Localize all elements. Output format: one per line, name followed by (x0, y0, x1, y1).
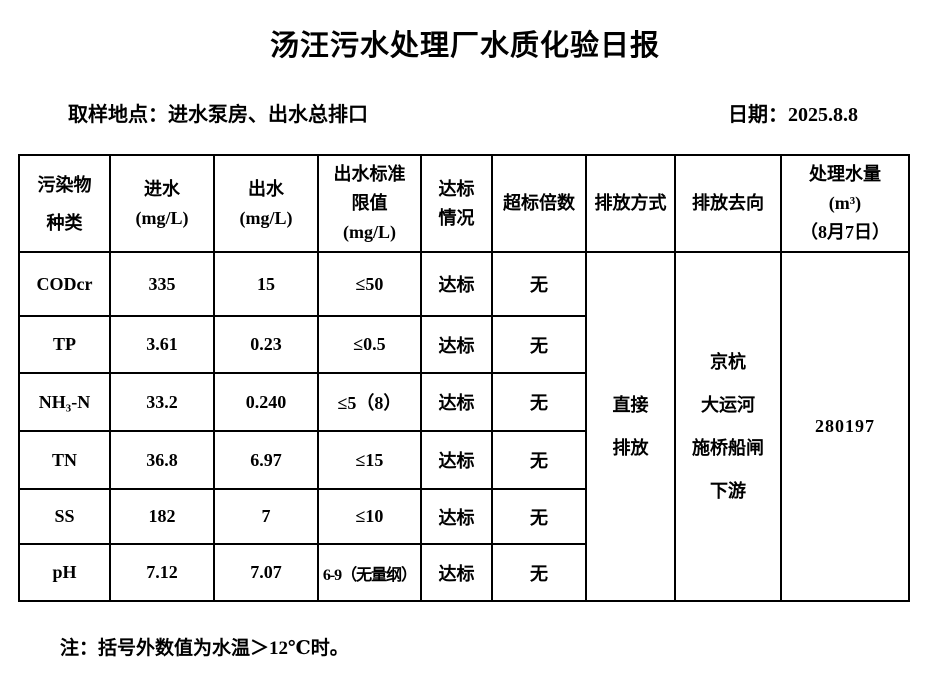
cell-status: 达标 (420, 488, 493, 545)
cell-status: 达标 (420, 315, 493, 374)
cell-pollutant: CODcr (18, 251, 111, 317)
header-treated-volume: 处理水量 (m³) （8月7日） (780, 154, 910, 253)
cell-discharge-mode: 直接 排放 (585, 251, 676, 602)
cell-inflow: 36.8 (109, 430, 215, 490)
cell-limit: 6-9（无量纲） (317, 543, 422, 602)
page-title: 汤汪污水处理厂水质化验日报 (269, 30, 660, 62)
table-row: pH 7.12 7.07 6-9（无量纲） 达标 无 (18, 543, 909, 602)
cell-pollutant: TP (18, 315, 111, 374)
header-outflow: 出水 (mg/L) (213, 154, 319, 253)
cell-outflow: 7.07 (213, 543, 319, 602)
cell-inflow: 33.2 (109, 372, 215, 432)
cell-limit: ≤10 (317, 488, 422, 545)
cell-exceed: 无 (491, 488, 587, 545)
footnote: 注：括号外数值为水温＞12℃时。 (60, 638, 349, 659)
cell-status: 达标 (420, 372, 493, 432)
table-row: CODcr 335 15 ≤50 达标 无 直接 排放 京杭 大运河 施桥船闸 … (18, 251, 910, 602)
table-header-row: 污染物 种类 进水 (mg/L) 出水 (mg/L) 出水标准 限值 (mg/L… (18, 154, 910, 253)
cell-pollutant: pH (18, 543, 111, 602)
cell-inflow: 3.61 (109, 315, 215, 374)
cell-exceed: 无 (491, 372, 587, 432)
header-discharge-destination: 排放去向 (674, 154, 782, 253)
cell-inflow: 182 (109, 488, 215, 545)
cell-pollutant: TN (18, 430, 111, 490)
cell-inflow: 335 (109, 251, 215, 317)
cell-pollutant: SS (18, 488, 111, 545)
table-row: NH₃-N 33.2 0.240 ≤5（8） 达标 无 (18, 372, 909, 432)
cell-exceed: 无 (491, 430, 587, 490)
cell-outflow: 15 (213, 251, 319, 317)
cell-limit: ≤15 (317, 430, 422, 490)
cell-treated-volume: 280197 (780, 251, 910, 602)
header-inflow: 进水 (mg/L) (109, 154, 215, 253)
cell-status: 达标 (420, 543, 493, 602)
cell-exceed: 无 (491, 543, 587, 602)
cell-limit: ≤0.5 (317, 315, 422, 374)
table-row: SS 182 7 ≤10 达标 无 (18, 488, 909, 545)
header-outflow-limit: 出水标准 限值 (mg/L) (317, 154, 422, 253)
table-row: TN 36.8 6.97 ≤15 达标 无 (18, 430, 909, 490)
cell-outflow: 6.97 (213, 430, 319, 490)
water-quality-table: 污染物 种类 进水 (mg/L) 出水 (mg/L) 出水标准 限值 (mg/L… (18, 154, 910, 602)
header-compliance: 达标 情况 (420, 154, 493, 253)
header-pollutant-type: 污染物 种类 (18, 154, 111, 253)
cell-exceed: 无 (491, 315, 587, 374)
header-exceed-ratio: 超标倍数 (491, 154, 587, 253)
header-discharge-mode: 排放方式 (585, 154, 676, 253)
cell-limit: ≤5（8） (317, 372, 422, 432)
cell-inflow: 7.12 (109, 543, 215, 602)
cell-status: 达标 (420, 430, 493, 490)
table-row: TP 3.61 0.23 ≤0.5 达标 无 (18, 315, 909, 374)
cell-limit: ≤50 (317, 251, 422, 317)
cell-outflow: 0.23 (213, 315, 319, 374)
cell-status: 达标 (420, 251, 493, 317)
cell-outflow: 0.240 (213, 372, 319, 432)
cell-exceed: 无 (491, 251, 587, 317)
report-date: 日期：2025.8.8 (728, 104, 858, 126)
cell-pollutant: NH₃-N (18, 372, 111, 432)
meta-row: 取样地点：进水泵房、出水总排口 日期：2025.8.8 (0, 102, 930, 128)
cell-discharge-destination: 京杭 大运河 施桥船闸 下游 (674, 251, 782, 602)
sampling-location: 取样地点：进水泵房、出水总排口 (68, 104, 368, 126)
cell-outflow: 7 (213, 488, 319, 545)
